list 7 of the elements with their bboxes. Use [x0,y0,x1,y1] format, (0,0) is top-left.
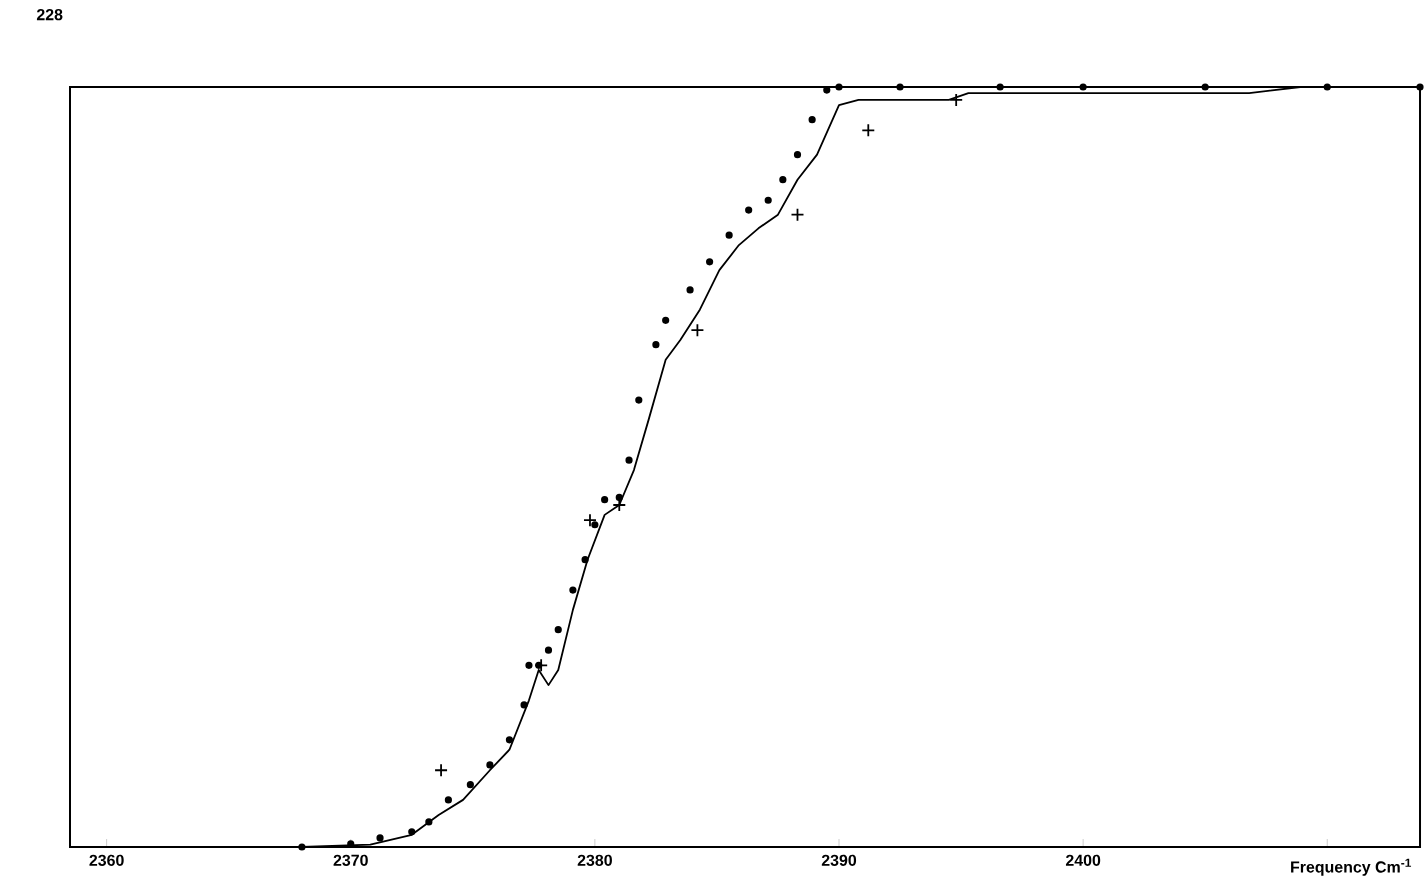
text: 228 [36,9,63,21]
x-axis-title: Frequency Cm$^{-1}$ [1291,858,1412,876]
x-tick-label: 2380 [577,854,612,866]
x-tick-label: 2370 [333,854,368,866]
x-tick-label: 2360 [89,854,124,866]
x-tick-label: 2390 [821,854,857,866]
x-tick-label: 2400 [1065,854,1101,866]
